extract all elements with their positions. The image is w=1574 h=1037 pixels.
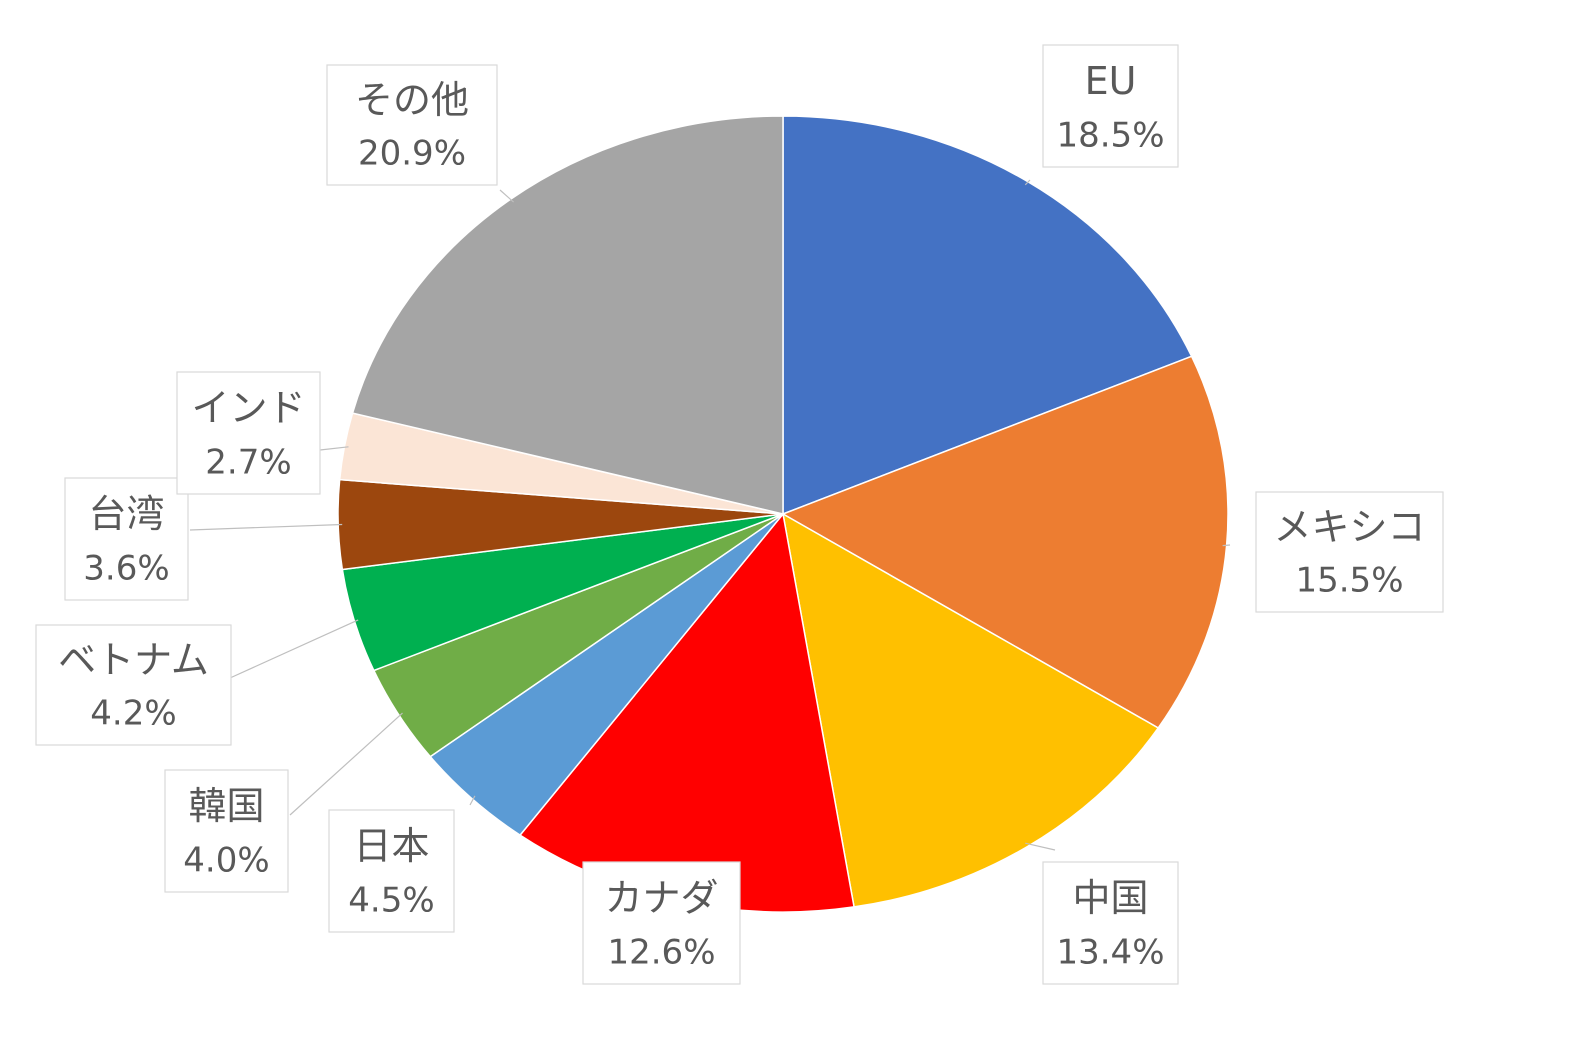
- slice-category-label: メキシコ: [1273, 505, 1425, 549]
- slice-category-label: EU: [1085, 59, 1137, 103]
- leader-line: [319, 446, 349, 451]
- leader-line: [289, 712, 403, 816]
- data-label-callout: 台湾 3.6%: [64, 477, 189, 601]
- slice-category-label: 韓国: [188, 784, 264, 828]
- data-label-box: [1255, 491, 1444, 613]
- data-label-callout: 日本 4.5%: [328, 809, 455, 933]
- data-label-box: [328, 809, 455, 933]
- data-label-box: [176, 371, 321, 495]
- slice-value-label: 13.4%: [1056, 932, 1164, 972]
- data-label-callout: 中国 13.4%: [1042, 861, 1179, 985]
- leader-line: [1025, 842, 1056, 851]
- data-label-callout: 韓国 4.0%: [164, 769, 289, 893]
- data-label-box: [582, 861, 741, 985]
- data-label-callout: インド 2.7%: [176, 371, 321, 495]
- data-label-box: [35, 624, 232, 746]
- leader-line: [1024, 179, 1031, 186]
- leader-line: [229, 619, 359, 679]
- leader-line: [1222, 544, 1231, 547]
- slice-value-label: 3.6%: [83, 548, 169, 588]
- slice-category-label: ベトナム: [58, 638, 209, 682]
- leader-line: [469, 795, 476, 806]
- slice-category-label: カナダ: [604, 876, 718, 920]
- data-label-box: [1042, 861, 1179, 985]
- pie-slice: [351, 115, 784, 515]
- slice-category-label: 台湾: [88, 492, 164, 536]
- slice-category-label: インド: [191, 386, 305, 430]
- slice-value-label: 4.5%: [348, 880, 434, 920]
- pie-slice: [781, 512, 1160, 908]
- slice-value-label: 4.0%: [183, 840, 269, 880]
- leader-line: [499, 189, 514, 203]
- slice-value-label: 15.5%: [1295, 561, 1403, 601]
- data-label-box: [64, 477, 189, 601]
- leader-line: [189, 523, 343, 531]
- slice-value-label: 4.2%: [90, 694, 176, 734]
- slice-category-label: 日本: [353, 824, 429, 868]
- data-label-callout: メキシコ 15.5%: [1255, 491, 1444, 613]
- data-label-callout: その他 20.9%: [326, 64, 498, 186]
- data-label-callout: ベトナム 4.2%: [35, 624, 232, 746]
- slice-value-label: 18.5%: [1056, 115, 1164, 155]
- slice-value-label: 2.7%: [205, 442, 291, 482]
- slice-value-label: 20.9%: [358, 134, 466, 174]
- data-label-box: [326, 64, 498, 186]
- data-label-callout: EU 18.5%: [1042, 44, 1179, 168]
- data-label-callout: カナダ 12.6%: [582, 861, 741, 985]
- slice-value-label: 12.6%: [607, 932, 715, 972]
- data-label-box: [164, 769, 289, 893]
- slice-category-label: その他: [355, 78, 469, 122]
- slice-category-label: 中国: [1072, 876, 1148, 920]
- pie-slice: [782, 115, 1193, 516]
- data-label-box: [1042, 44, 1179, 168]
